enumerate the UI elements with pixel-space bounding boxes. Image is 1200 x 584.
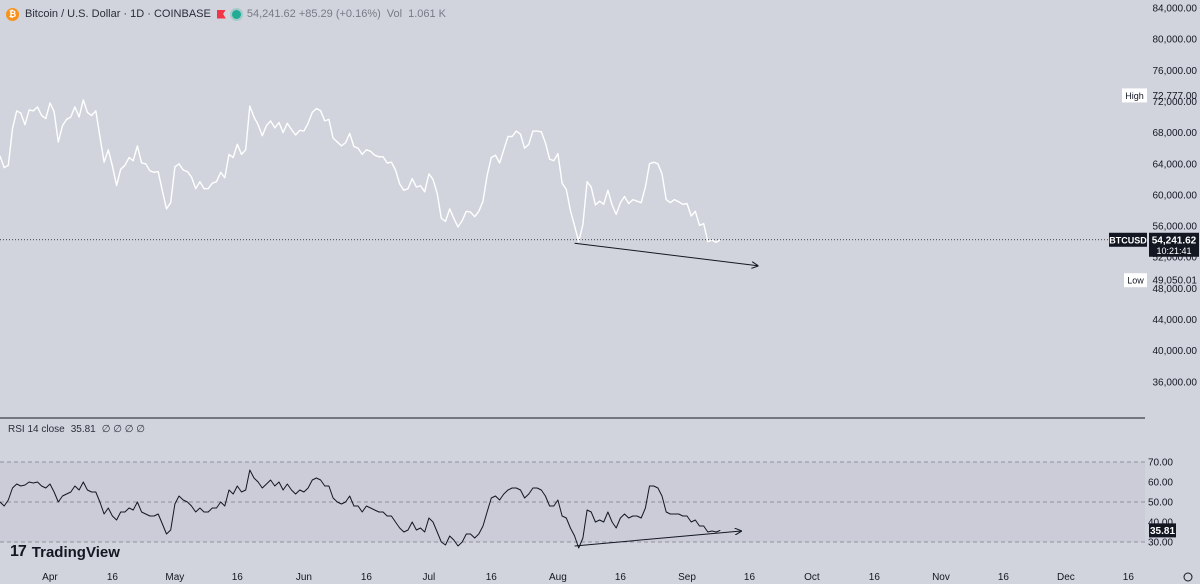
price-axis-tick-label: 56,000.00 [1153,222,1198,233]
brand-text: TradingView [31,543,120,561]
symbol-badge-label: BTCUSD [1109,235,1147,245]
time-axis-tick-label: Jul [422,572,435,583]
symbol-header: ₿ Bitcoin / U.S. Dollar · 1D · COINBASE … [6,4,446,24]
time-axis-tick-label: 16 [107,572,119,583]
time-axis-tick-label: Dec [1057,572,1075,583]
price-axis-tick-label: 40,000.00 [1153,346,1198,357]
price-axis-tick-label: 64,000.00 [1153,159,1198,170]
time-axis-tick-label: Sep [678,572,696,583]
rsi-value: 35.81 [70,424,96,435]
rsi-value-badge [1149,523,1176,538]
time-axis-tick-label: 16 [744,572,756,583]
price-change: 54,241.62 +85.29 (+0.16%) [246,8,381,20]
price-axis-tick-label: 72,000.00 [1153,97,1198,108]
current-price-badge [1149,232,1199,257]
rsi-pane[interactable]: 30.00 40.00 50.00 60.00 70.00 35.81 [0,458,1176,549]
time-axis-tick-label: 16 [869,572,881,583]
rsi-series-line [0,469,721,549]
countdown-label: 10:21:41 [1156,246,1191,256]
price-axis-tick-label: 84,000.00 [1153,4,1198,15]
rsi-axis-tick-label: 30.00 [1148,538,1173,549]
low-label-box [1124,273,1147,288]
rsi-axis-tick-label: 50.00 [1148,498,1173,509]
time-axis-tick-label: Oct [804,572,820,583]
low-label: Low [1127,276,1144,286]
time-axis-tick-label: May [165,572,184,583]
current-price-label: 54,241.62 [1152,235,1197,246]
rsi-axis-tick-label: 40.00 [1148,518,1173,529]
rsi-header[interactable]: RSI 14 close 35.81 ∅ ∅ ∅ ∅ [8,424,145,435]
high-value: 72,777.00 [1153,91,1198,102]
time-axis-tick-label: 16 [232,572,244,583]
flag-icon[interactable] [216,9,226,19]
tradingview-logo-icon: 17 [10,543,27,560]
price-pane[interactable]: 36,000.00 40,000.00 44,000.00 48,000.00 52,0… [0,4,1199,389]
rsi-axis-tick-label: 70.00 [1148,458,1173,469]
time-axis-tick-label: 16 [998,572,1010,583]
price-axis-tick-label: 68,000.00 [1153,128,1198,139]
volume-value: 1.061 K [408,8,446,20]
time-axis-tick-label: 16 [615,572,627,583]
time-axis-tick-label: 16 [361,572,373,583]
tradingview-brand[interactable]: 17 TradingView [10,543,120,561]
bitcoin-logo-icon: ₿ [6,7,19,21]
settings-gear-icon[interactable] [1183,572,1193,582]
price-trend-arrow [574,242,758,266]
time-axis-tick-label: 16 [1123,572,1135,583]
time-axis-tick-label: Jun [296,572,312,583]
high-label: High [1125,91,1144,101]
high-label-box [1122,88,1147,103]
time-axis-tick-label: Aug [549,572,567,583]
time-axis[interactable]: Apr 16 May 16 Jun 16 Jul 16 Aug 16 Sep 16 Oct 16 Nov 16… [42,572,1193,583]
price-axis-tick-label: 48,000.00 [1153,284,1198,295]
symbol-badge [1109,232,1147,247]
rsi-axis-tick-label: 60.00 [1148,478,1173,489]
low-value: 49,050.01 [1153,276,1198,287]
price-axis-tick-label: 76,000.00 [1153,66,1198,77]
rsi-name: RSI 14 close [8,424,65,435]
market-status-icon[interactable] [231,9,241,19]
volume-label: Vol [386,8,403,20]
time-axis-tick-label: Nov [932,572,950,583]
price-series-line [0,99,721,244]
symbol-title[interactable]: Bitcoin / U.S. Dollar · 1D · COINBASE [25,8,211,20]
time-axis-tick-label: Apr [42,572,58,583]
price-axis-tick-label: 60,000.00 [1153,190,1198,201]
price-axis-tick-label: 52,000.00 [1153,253,1198,264]
rsi-extras: ∅ ∅ ∅ ∅ [101,424,145,435]
price-axis-tick-label: 44,000.00 [1153,315,1198,326]
price-axis-tick-label: 36,000.00 [1153,377,1198,388]
rsi-trend-arrow [574,531,742,547]
rsi-value-label: 35.81 [1150,526,1175,537]
price-axis-tick-label: 80,000.00 [1153,35,1198,46]
time-axis-tick-label: 16 [486,572,498,583]
